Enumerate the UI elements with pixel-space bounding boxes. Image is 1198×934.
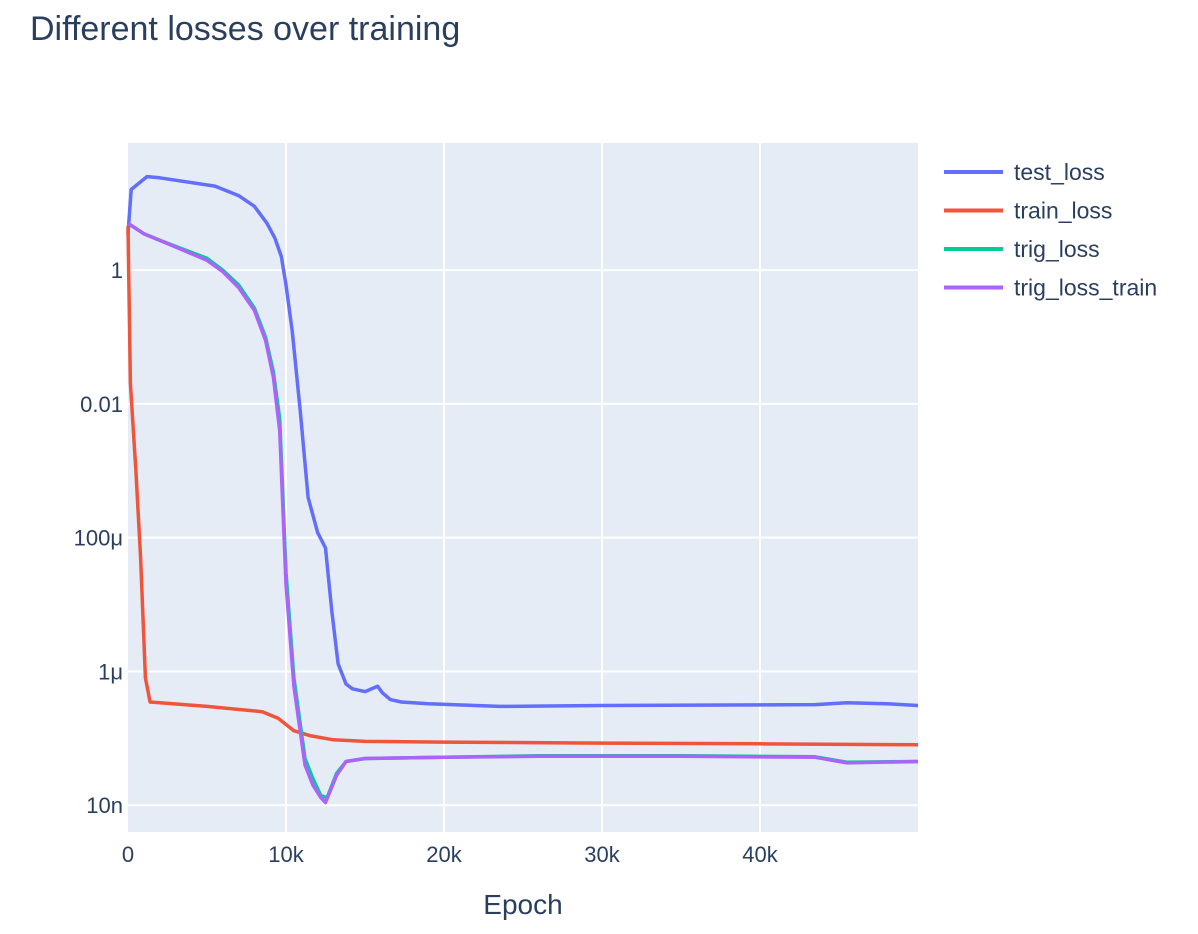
chart-title: Different losses over training: [30, 10, 461, 48]
legend-item-train-loss[interactable]: train_loss: [944, 198, 1112, 224]
plot-area: [128, 143, 918, 832]
x-axis-ticks: 0 10k 20k 30k 40k: [122, 842, 779, 867]
legend: test_loss train_loss trig_loss trig_loss_tr…: [944, 159, 1157, 301]
legend-item-trig-loss[interactable]: trig_loss: [944, 236, 1100, 262]
series-line-test-loss: [126, 174, 919, 709]
x-tick-label: 40k: [742, 842, 778, 867]
y-tick-label: 100μ: [74, 526, 123, 551]
series-line-train-loss: [126, 226, 919, 747]
legend-label: train_loss: [1014, 198, 1112, 224]
y-tick-label: 1: [111, 258, 123, 283]
y-tick-label: 1μ: [98, 659, 123, 684]
legend-label: test_loss: [1014, 159, 1105, 185]
legend-label: trig_loss_train: [1014, 275, 1157, 301]
legend-item-test-loss[interactable]: test_loss: [944, 159, 1105, 185]
x-axis-label: Epoch: [483, 889, 562, 920]
legend-label: trig_loss: [1014, 236, 1100, 262]
y-tick-label: 10n: [86, 793, 123, 818]
legend-item-trig-loss-train[interactable]: trig_loss_train: [944, 275, 1157, 301]
y-tick-label: 0.01: [80, 392, 123, 417]
x-tick-label: 0: [122, 842, 134, 867]
series-lines: [126, 174, 919, 805]
x-tick-label: 20k: [426, 842, 462, 867]
series-line-trig-loss-train: [127, 221, 919, 805]
y-axis-ticks: 1 0.01 100μ 1μ 10n: [74, 258, 123, 818]
gridlines: [128, 143, 918, 832]
x-tick-label: 10k: [268, 842, 304, 867]
x-tick-label: 30k: [584, 842, 620, 867]
